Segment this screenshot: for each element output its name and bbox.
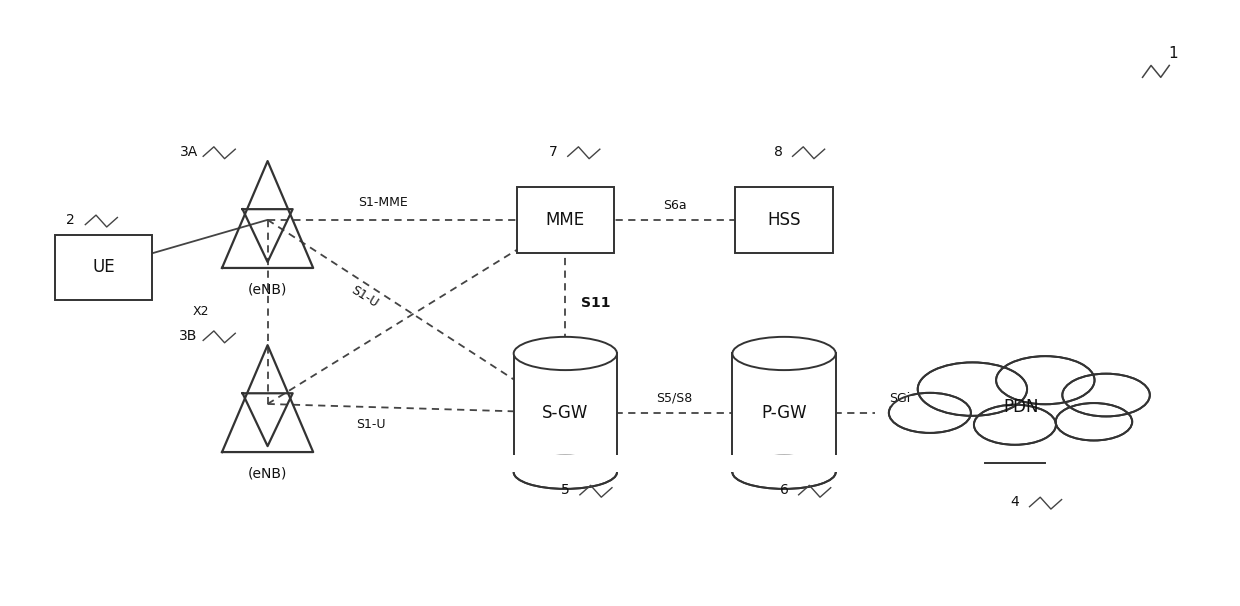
Text: S-GW: S-GW	[542, 404, 589, 422]
Text: 7: 7	[549, 145, 558, 159]
Text: (eNB): (eNB)	[248, 467, 288, 481]
Circle shape	[973, 405, 1056, 445]
Text: 8: 8	[774, 145, 782, 159]
Text: 1: 1	[1168, 46, 1178, 61]
Text: S1-MME: S1-MME	[358, 196, 408, 208]
Bar	[55, 235, 153, 300]
Text: (eNB): (eNB)	[248, 283, 288, 297]
Text: MME: MME	[546, 211, 585, 229]
Bar	[875, 375, 1154, 451]
Ellipse shape	[513, 337, 618, 370]
Circle shape	[996, 356, 1095, 404]
Text: 2: 2	[67, 213, 76, 227]
Text: HSS: HSS	[768, 211, 801, 229]
Circle shape	[1055, 403, 1132, 441]
Text: UE: UE	[92, 258, 115, 276]
Text: 3B: 3B	[180, 328, 198, 342]
Bar	[730, 455, 838, 472]
Text: X2: X2	[192, 305, 210, 318]
Bar	[733, 353, 836, 472]
Text: S6a: S6a	[663, 199, 687, 211]
Circle shape	[918, 362, 1027, 416]
Text: PDN: PDN	[1003, 398, 1039, 416]
Circle shape	[1063, 374, 1149, 416]
Text: 3A: 3A	[180, 145, 197, 159]
Text: S1-U: S1-U	[348, 284, 381, 310]
Bar	[517, 187, 614, 253]
Text: 6: 6	[780, 483, 789, 497]
Bar	[513, 353, 618, 472]
Text: S5/S8: S5/S8	[656, 391, 693, 405]
Text: S11: S11	[582, 296, 610, 310]
Text: P-GW: P-GW	[761, 404, 807, 422]
Circle shape	[889, 393, 971, 433]
Text: 5: 5	[560, 483, 569, 497]
Ellipse shape	[733, 337, 836, 370]
Text: SGi: SGi	[889, 391, 910, 405]
Bar	[735, 187, 832, 253]
Bar	[511, 455, 620, 472]
Text: S1-U: S1-U	[356, 418, 386, 431]
Text: 4: 4	[1011, 495, 1019, 509]
Ellipse shape	[733, 456, 836, 489]
Ellipse shape	[513, 456, 618, 489]
